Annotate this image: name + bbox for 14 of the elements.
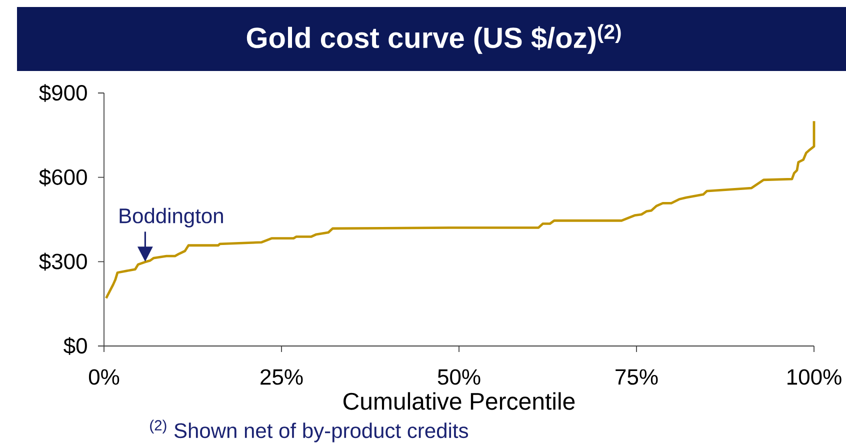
x-tick-label: 25% <box>260 369 303 385</box>
text: $^{(2)}$ Shown net of by-product credits <box>150 420 468 442</box>
y-tick-label: $600 <box>39 168 87 186</box>
x-tick-label: 100% <box>788 369 842 385</box>
annotation: Boddington <box>120 208 223 228</box>
y-tick-label: $0 <box>64 337 87 355</box>
chart-title: Gold cost curve (US $/oz)$^{(2)}$ <box>246 24 621 54</box>
x-tick-label: 50% <box>438 369 480 385</box>
y-tick-label: $900 <box>39 84 87 102</box>
x-tick-label: 0% <box>88 369 120 385</box>
line-series <box>104 120 816 300</box>
x-tick-label: 75% <box>616 369 658 385</box>
x-axis-title: Cumulative Percentile <box>344 392 575 410</box>
y-tick-label: $300 <box>39 252 87 271</box>
